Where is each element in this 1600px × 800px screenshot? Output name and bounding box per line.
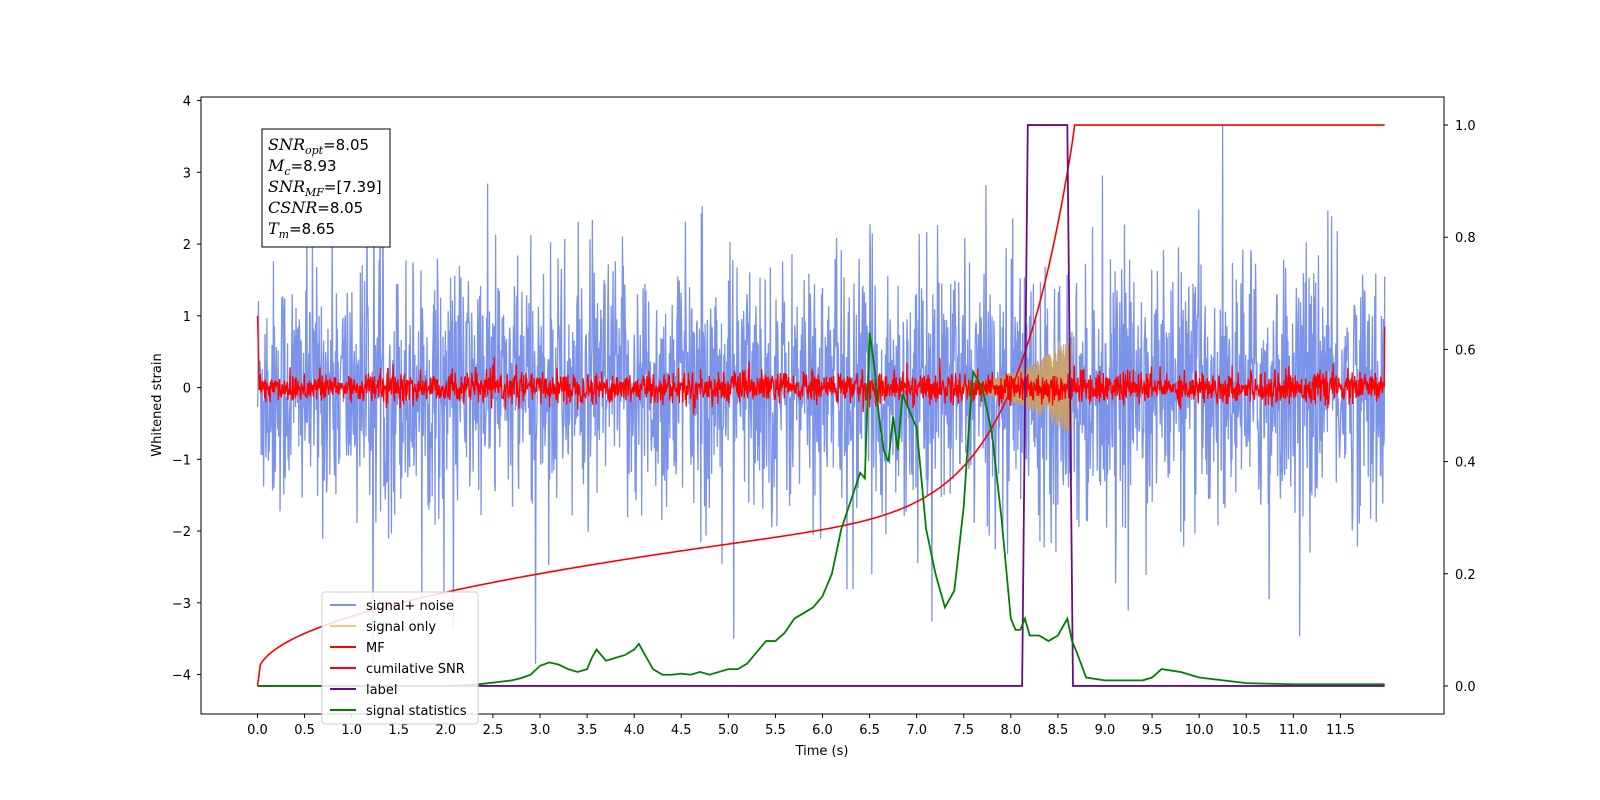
annotation-symbol: SNR: [268, 177, 305, 196]
x-tick-label: 5.5: [765, 723, 786, 738]
x-tick-label: 3.0: [530, 723, 551, 738]
annotation-line: SNRopt=8.05: [268, 135, 369, 157]
y-right-tick-label: 1.0: [1455, 119, 1476, 134]
x-tick-label: 0.0: [247, 723, 268, 738]
y-left-tick-label: 0: [183, 382, 191, 397]
x-tick-label: 2.0: [435, 723, 456, 738]
annotation-symbol: T: [268, 219, 280, 238]
y-left-tick-label: 2: [183, 238, 191, 253]
legend-label: label: [366, 683, 397, 698]
y-right-tick-label: 0.0: [1455, 680, 1476, 695]
x-axis-label: Time (s): [795, 744, 849, 759]
annotation-symbol: M: [267, 156, 285, 175]
annotation-value: =8.05: [317, 199, 363, 217]
series-mf: [256, 315, 1386, 415]
series-signal-noise: [256, 125, 1386, 664]
x-tick-label: 10.0: [1185, 723, 1214, 738]
x-tick-label: 9.0: [1095, 723, 1116, 738]
x-tick-label: 8.5: [1048, 723, 1069, 738]
stats-annotation-box: SNRopt=8.05Mc=8.93SNRMF=[7.39]CSNR=8.05T…: [261, 128, 391, 248]
legend-label: signal only: [366, 620, 436, 635]
x-tick-label: 0.5: [294, 723, 315, 738]
annotation-value: =8.93: [291, 157, 337, 175]
x-tick-label: 11.0: [1279, 723, 1308, 738]
x-tick-label: 6.5: [859, 723, 880, 738]
x-tick-label: 10.5: [1232, 723, 1261, 738]
y-axis-left: −4 −3 −2 −1 0 1 2 3 4: [172, 95, 201, 684]
x-tick-label: 1.0: [341, 723, 362, 738]
y-right-tick-label: 0.4: [1455, 456, 1476, 471]
annotation-line: SNRMF=[7.39]: [268, 177, 382, 199]
series-signal-statistics: [257, 332, 1385, 687]
legend-label: signal statistics: [366, 704, 467, 719]
y-left-tick-label: −2: [172, 525, 191, 540]
y-left-tick-label: −4: [172, 669, 191, 684]
x-tick-label: 8.0: [1000, 723, 1021, 738]
x-tick-label: 1.5: [388, 723, 409, 738]
annotation-line: CSNR=8.05: [268, 198, 363, 217]
annotation-value: =[7.39]: [324, 178, 382, 196]
x-tick-label: 3.5: [577, 723, 598, 738]
y-right-tick-label: 0.2: [1455, 568, 1476, 583]
annotation-line: Mc=8.93: [267, 156, 337, 178]
x-tick-label: 7.0: [906, 723, 927, 738]
x-axis: 0.0 0.5 1.0 1.5 2.0 2.5 3.0 3.5 4.0 4.5 5.0 5.5 6.0 6…: [247, 714, 1355, 738]
y-left-tick-label: −3: [172, 597, 191, 612]
annotation-subscript: opt: [305, 144, 324, 157]
y-left-tick-label: 3: [183, 166, 191, 181]
x-tick-label: 6.0: [812, 723, 833, 738]
y-axis-right: 0.0 0.2 0.4 0.6 0.8 1.0: [1444, 119, 1476, 695]
annotation-subscript: MF: [304, 186, 324, 199]
legend-label: cumilative SNR: [366, 662, 465, 677]
x-tick-label: 7.5: [953, 723, 974, 738]
annotation-subscript: c: [284, 165, 290, 178]
annotation-value: =8.65: [289, 220, 335, 238]
y-right-tick-label: 0.6: [1455, 343, 1476, 358]
y-left-tick-label: −1: [172, 453, 191, 468]
legend-label: MF: [366, 641, 385, 656]
x-tick-label: 9.5: [1142, 723, 1163, 738]
annotation-value: =8.05: [323, 136, 369, 154]
legend: signal+ noise signal only MF cumilative SNR…: [321, 591, 479, 725]
x-tick-label: 4.5: [671, 723, 692, 738]
legend-label: signal+ noise: [366, 599, 454, 614]
legend-frame: [321, 591, 479, 725]
x-tick-label: 4.0: [624, 723, 645, 738]
y-axis-label: Whitened strain: [150, 353, 165, 456]
annotation-symbol: CSNR: [268, 198, 317, 217]
x-tick-label: 2.5: [483, 723, 504, 738]
y-right-tick-label: 0.8: [1455, 231, 1476, 246]
y-left-tick-label: 4: [183, 95, 191, 110]
annotation-subscript: m: [279, 228, 289, 241]
annotation-frame: [261, 128, 391, 248]
annotation-line: Tm=8.65: [268, 219, 335, 241]
series-label: [257, 124, 1385, 687]
x-tick-label: 11.5: [1326, 723, 1355, 738]
annotation-symbol: SNR: [268, 135, 305, 154]
x-tick-label: 5.0: [718, 723, 739, 738]
y-left-tick-label: 1: [183, 310, 191, 325]
